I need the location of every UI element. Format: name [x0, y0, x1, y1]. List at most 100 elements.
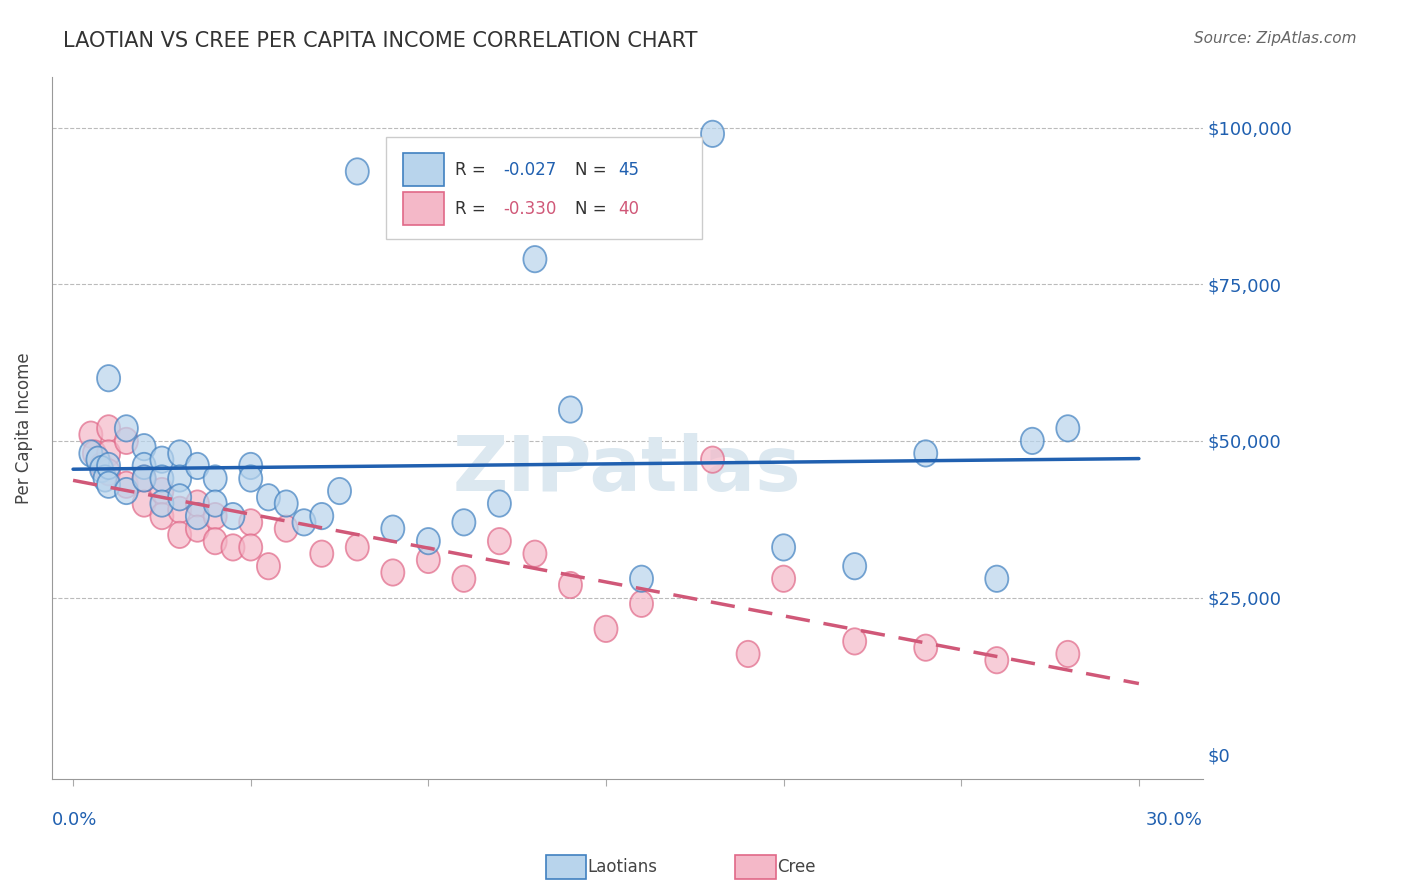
Ellipse shape	[381, 516, 405, 541]
Ellipse shape	[416, 528, 440, 554]
Ellipse shape	[169, 441, 191, 467]
Ellipse shape	[702, 120, 724, 147]
Ellipse shape	[221, 503, 245, 529]
Ellipse shape	[97, 365, 120, 392]
Ellipse shape	[83, 441, 105, 467]
Ellipse shape	[97, 453, 120, 479]
Text: N =: N =	[575, 200, 613, 218]
Text: Source: ZipAtlas.com: Source: ZipAtlas.com	[1194, 31, 1357, 46]
FancyBboxPatch shape	[404, 153, 444, 186]
Ellipse shape	[986, 566, 1008, 592]
Ellipse shape	[630, 591, 652, 617]
Ellipse shape	[1056, 640, 1080, 667]
Ellipse shape	[772, 566, 796, 592]
Ellipse shape	[239, 534, 263, 560]
Ellipse shape	[914, 634, 938, 661]
Ellipse shape	[1056, 415, 1080, 442]
Ellipse shape	[239, 509, 263, 535]
Ellipse shape	[132, 434, 156, 460]
Ellipse shape	[416, 547, 440, 574]
Ellipse shape	[595, 615, 617, 642]
Ellipse shape	[630, 566, 652, 592]
Ellipse shape	[986, 647, 1008, 673]
Ellipse shape	[346, 534, 368, 560]
Ellipse shape	[93, 466, 117, 491]
Ellipse shape	[702, 447, 724, 473]
Ellipse shape	[523, 246, 547, 272]
Text: LAOTIAN VS CREE PER CAPITA INCOME CORRELATION CHART: LAOTIAN VS CREE PER CAPITA INCOME CORREL…	[63, 31, 697, 51]
Ellipse shape	[914, 441, 938, 467]
Ellipse shape	[346, 158, 368, 185]
Ellipse shape	[132, 453, 156, 479]
Ellipse shape	[204, 491, 226, 516]
Ellipse shape	[150, 447, 173, 473]
Ellipse shape	[169, 522, 191, 548]
Ellipse shape	[737, 640, 759, 667]
Ellipse shape	[90, 453, 112, 479]
Ellipse shape	[115, 472, 138, 498]
Ellipse shape	[204, 503, 226, 529]
Ellipse shape	[311, 503, 333, 529]
Ellipse shape	[97, 415, 120, 442]
Ellipse shape	[292, 509, 315, 535]
Ellipse shape	[560, 396, 582, 423]
Text: 45: 45	[619, 161, 640, 179]
Text: 40: 40	[619, 200, 640, 218]
Ellipse shape	[186, 453, 209, 479]
Y-axis label: Per Capita Income: Per Capita Income	[15, 352, 32, 504]
Ellipse shape	[132, 491, 156, 516]
Text: 0.0%: 0.0%	[52, 811, 97, 829]
Ellipse shape	[453, 509, 475, 535]
Ellipse shape	[186, 516, 209, 541]
Text: Cree: Cree	[778, 858, 815, 876]
Ellipse shape	[150, 503, 173, 529]
Ellipse shape	[132, 466, 156, 491]
Ellipse shape	[150, 466, 173, 491]
Ellipse shape	[186, 503, 209, 529]
Ellipse shape	[79, 441, 103, 467]
Ellipse shape	[97, 472, 120, 498]
FancyBboxPatch shape	[404, 192, 444, 225]
Ellipse shape	[560, 572, 582, 599]
FancyBboxPatch shape	[385, 137, 702, 239]
Ellipse shape	[169, 466, 191, 491]
Text: ZIPatlas: ZIPatlas	[453, 434, 801, 508]
Text: R =: R =	[454, 200, 491, 218]
Ellipse shape	[523, 541, 547, 566]
Ellipse shape	[257, 553, 280, 580]
Ellipse shape	[97, 441, 120, 467]
Ellipse shape	[488, 491, 510, 516]
Text: -0.027: -0.027	[503, 161, 557, 179]
Ellipse shape	[115, 428, 138, 454]
Ellipse shape	[239, 453, 263, 479]
Ellipse shape	[453, 566, 475, 592]
Ellipse shape	[257, 484, 280, 510]
Ellipse shape	[90, 456, 112, 483]
Ellipse shape	[772, 534, 796, 560]
Ellipse shape	[311, 541, 333, 566]
Ellipse shape	[204, 528, 226, 554]
Ellipse shape	[844, 628, 866, 655]
Ellipse shape	[274, 491, 298, 516]
Ellipse shape	[169, 484, 191, 510]
Ellipse shape	[79, 421, 103, 448]
Ellipse shape	[381, 559, 405, 586]
Text: -0.330: -0.330	[503, 200, 557, 218]
Ellipse shape	[239, 466, 263, 491]
Ellipse shape	[1021, 428, 1043, 454]
Ellipse shape	[204, 466, 226, 491]
Text: Laotians: Laotians	[588, 858, 658, 876]
Ellipse shape	[221, 534, 245, 560]
Text: 30.0%: 30.0%	[1146, 811, 1204, 829]
Ellipse shape	[86, 447, 110, 473]
Ellipse shape	[132, 466, 156, 491]
Ellipse shape	[169, 497, 191, 523]
Ellipse shape	[844, 553, 866, 580]
Ellipse shape	[186, 491, 209, 516]
Ellipse shape	[274, 516, 298, 541]
Text: N =: N =	[575, 161, 613, 179]
Ellipse shape	[115, 478, 138, 504]
Ellipse shape	[150, 491, 173, 516]
Ellipse shape	[150, 478, 173, 504]
Ellipse shape	[97, 459, 120, 485]
